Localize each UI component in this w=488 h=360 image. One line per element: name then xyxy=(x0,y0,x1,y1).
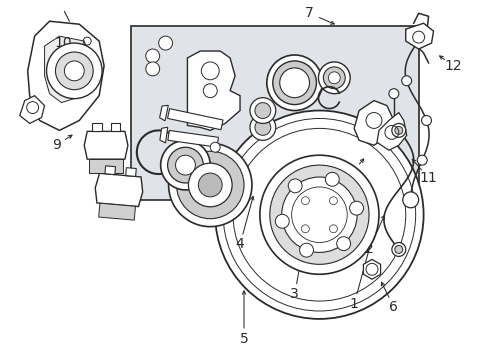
Polygon shape xyxy=(159,105,168,121)
Circle shape xyxy=(168,143,251,227)
Polygon shape xyxy=(376,113,406,150)
Circle shape xyxy=(145,49,160,63)
Text: 12: 12 xyxy=(444,59,461,73)
Circle shape xyxy=(402,192,418,208)
Text: 7: 7 xyxy=(305,6,313,20)
Circle shape xyxy=(158,36,172,50)
Text: 6: 6 xyxy=(388,300,397,314)
Circle shape xyxy=(215,111,423,319)
Text: 8: 8 xyxy=(347,165,356,179)
Circle shape xyxy=(272,61,316,105)
Polygon shape xyxy=(353,100,393,145)
Polygon shape xyxy=(28,21,104,130)
Circle shape xyxy=(266,55,322,111)
Circle shape xyxy=(210,142,220,152)
Circle shape xyxy=(249,114,275,140)
Circle shape xyxy=(336,237,350,251)
Circle shape xyxy=(167,147,203,183)
Circle shape xyxy=(421,116,430,125)
Circle shape xyxy=(299,243,313,257)
Circle shape xyxy=(249,98,275,123)
Polygon shape xyxy=(160,127,167,143)
Circle shape xyxy=(394,246,402,253)
Circle shape xyxy=(287,179,302,193)
Text: 4: 4 xyxy=(235,238,244,252)
Circle shape xyxy=(327,72,340,84)
Circle shape xyxy=(175,140,181,146)
Text: 11: 11 xyxy=(419,171,437,185)
Circle shape xyxy=(401,76,411,86)
Circle shape xyxy=(323,67,345,89)
Circle shape xyxy=(145,62,160,76)
Circle shape xyxy=(269,165,368,264)
Text: 5: 5 xyxy=(239,332,248,346)
Circle shape xyxy=(55,52,93,90)
Bar xyxy=(131,26,418,200)
Polygon shape xyxy=(99,203,135,220)
Circle shape xyxy=(175,158,181,165)
Circle shape xyxy=(349,201,363,215)
Circle shape xyxy=(188,163,232,207)
Circle shape xyxy=(391,243,405,256)
Circle shape xyxy=(416,155,427,165)
Circle shape xyxy=(388,89,398,99)
Polygon shape xyxy=(84,131,128,159)
Polygon shape xyxy=(20,96,44,123)
Circle shape xyxy=(394,126,402,134)
Polygon shape xyxy=(167,109,223,130)
Polygon shape xyxy=(95,173,142,207)
Circle shape xyxy=(279,68,309,98)
Circle shape xyxy=(254,103,270,118)
Circle shape xyxy=(325,172,339,186)
Circle shape xyxy=(259,155,378,274)
Text: 9: 9 xyxy=(52,138,61,152)
Text: 3: 3 xyxy=(290,287,298,301)
Circle shape xyxy=(318,62,349,94)
Polygon shape xyxy=(89,159,122,173)
Polygon shape xyxy=(363,260,380,279)
Circle shape xyxy=(175,155,195,175)
Text: 1: 1 xyxy=(349,297,358,311)
Circle shape xyxy=(176,151,244,219)
Polygon shape xyxy=(187,51,240,130)
Circle shape xyxy=(281,177,356,252)
Polygon shape xyxy=(110,123,120,131)
Text: 10: 10 xyxy=(55,36,72,50)
Polygon shape xyxy=(44,36,91,103)
Circle shape xyxy=(391,123,405,137)
Polygon shape xyxy=(167,130,218,147)
Polygon shape xyxy=(125,168,136,176)
Polygon shape xyxy=(405,23,433,49)
Text: 2: 2 xyxy=(364,242,373,256)
Polygon shape xyxy=(92,123,102,131)
Circle shape xyxy=(161,140,210,190)
Circle shape xyxy=(64,61,84,81)
Circle shape xyxy=(198,173,222,197)
Circle shape xyxy=(275,214,288,228)
Circle shape xyxy=(254,120,270,135)
Circle shape xyxy=(46,43,102,99)
Polygon shape xyxy=(105,166,115,175)
